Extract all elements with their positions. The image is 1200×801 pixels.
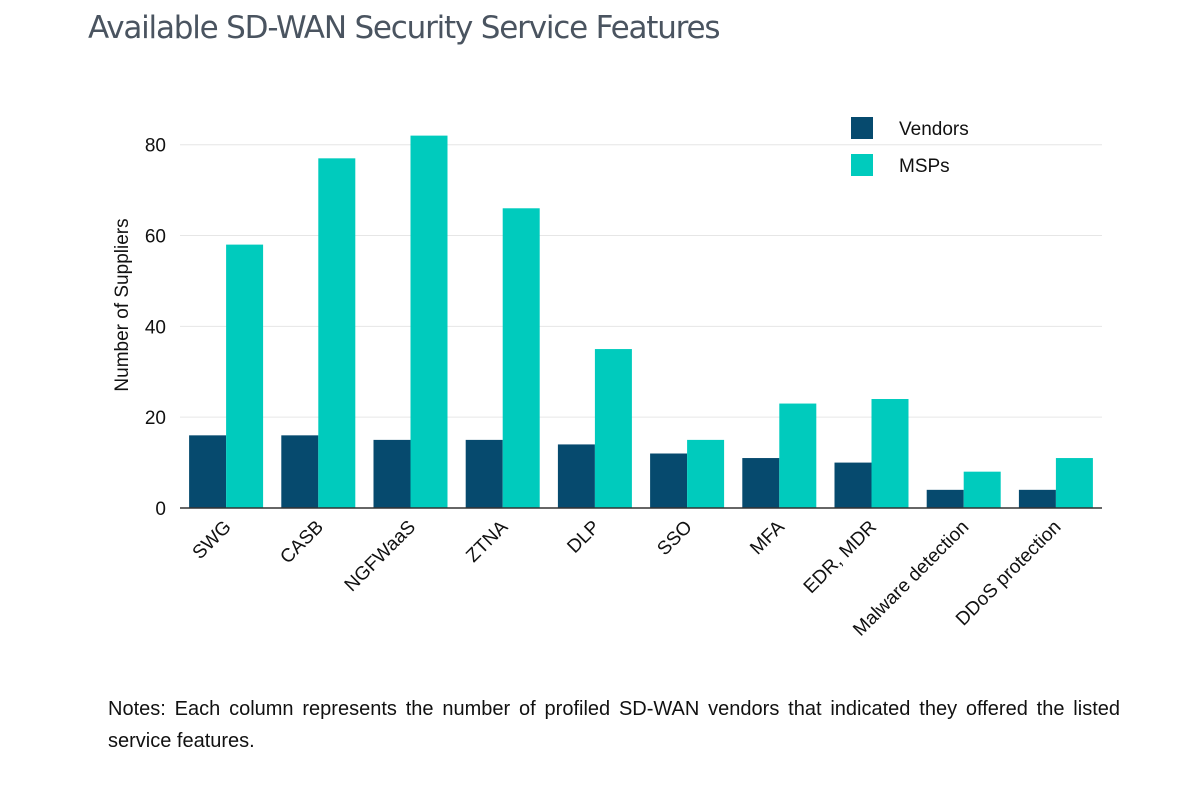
x-tick-label: SWG — [189, 517, 236, 564]
legend-label-msps: MSPs — [899, 156, 950, 177]
x-tick-label: CASB — [276, 517, 327, 568]
bar-chart: 0 20 40 60 80 SWG CASB NGFWaaS ZTNA DLP SSO MFA EDR… — [112, 117, 1102, 641]
legend-swatch-vendors — [851, 117, 873, 139]
bar-msps-sso — [687, 439, 725, 508]
bar-vendors-dlp — [557, 444, 595, 508]
bar-msps-ztna — [502, 208, 540, 508]
x-tick-label: DLP — [563, 517, 604, 558]
x-tick-label: EDR, MDR — [800, 517, 881, 598]
bar-vendors-sso — [650, 453, 688, 508]
bar-msps-ngfwaas — [410, 135, 448, 508]
bar-vendors-malware-detection — [926, 489, 964, 508]
bars — [189, 135, 1093, 509]
bar-msps-edr-mdr — [871, 399, 909, 508]
y-tick-label: 80 — [145, 136, 166, 157]
chart-notes: Notes: Each column represents the number… — [108, 698, 1120, 752]
bar-vendors-swg — [189, 435, 227, 508]
bar-msps-mfa — [779, 403, 817, 508]
y-tick-labels: 0 20 40 60 80 — [145, 136, 166, 520]
y-tick-label: 20 — [145, 408, 166, 429]
bar-vendors-casb — [281, 435, 319, 508]
bar-msps-ddos-protection — [1055, 458, 1093, 508]
x-tick-label: NGFWaaS — [341, 517, 420, 596]
legend: Vendors MSPs — [851, 117, 969, 177]
x-tick-label: ZTNA — [462, 516, 512, 566]
y-axis-label: Number of Suppliers — [112, 218, 133, 391]
bar-msps-dlp — [594, 349, 632, 508]
bar-vendors-ngfwaas — [373, 439, 411, 508]
x-tick-label: SSO — [653, 517, 696, 560]
bar-vendors-ddos-protection — [1018, 489, 1056, 508]
x-tick-labels: SWG CASB NGFWaaS ZTNA DLP SSO MFA EDR, MDRMalwa… — [189, 516, 1066, 640]
bar-vendors-mfa — [742, 458, 780, 508]
bar-msps-casb — [318, 158, 356, 508]
legend-label-vendors: Vendors — [899, 119, 969, 140]
y-tick-label: 0 — [155, 499, 166, 520]
bar-msps-swg — [226, 244, 264, 509]
legend-swatch-msps — [851, 154, 873, 176]
x-tick-label: MFA — [746, 516, 789, 559]
bar-vendors-edr-mdr — [834, 462, 872, 508]
y-tick-label: 60 — [145, 227, 166, 248]
bar-msps-malware-detection — [963, 471, 1001, 508]
bar-vendors-ztna — [465, 439, 503, 508]
chart-title: Available SD-WAN Security Service Featur… — [88, 10, 721, 46]
y-tick-label: 40 — [145, 317, 166, 338]
